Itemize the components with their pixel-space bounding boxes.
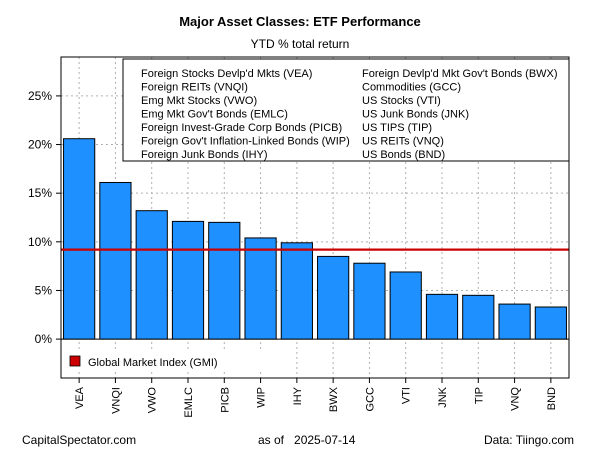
chart-title: Major Asset Classes: ETF Performance — [179, 14, 421, 29]
x-tick-label: JNK — [437, 386, 449, 407]
bar-gcc — [353, 262, 386, 340]
y-tick-label: 0% — [35, 332, 53, 346]
x-tick-label: BND — [546, 387, 558, 410]
bar-vnqi — [99, 181, 132, 340]
x-tick-label: VEA — [74, 386, 86, 409]
x-tick-label: VNQI — [110, 387, 122, 414]
footer-source-site: CapitalSpectator.com — [22, 433, 137, 447]
bar-bwx — [317, 255, 350, 340]
bar-ihy — [280, 242, 313, 340]
x-tick-label: IHY — [292, 386, 304, 405]
gmi-legend-swatch — [69, 355, 81, 367]
x-tick-label: VWO — [147, 387, 159, 414]
chart-subtitle: YTD % total return — [250, 37, 350, 51]
footer-date: as of 2025-07-14 — [258, 433, 356, 447]
legend-box — [122, 58, 570, 162]
axes: 0% 5% 10% 15% 20% 25% VEA VNQI VWO EMLC PICB WIP IHY… — [28, 89, 558, 418]
gmi-legend-box — [62, 352, 262, 370]
y-tick-label: 10% — [28, 235, 52, 249]
legend-entry: Foreign Gov't Inflation-Linked Bonds (WI… — [141, 136, 350, 148]
plot-border — [60, 56, 570, 379]
legend-entry: Commodities (GCC) — [362, 82, 461, 94]
legend-entry: Foreign Junk Bonds (IHY) — [141, 149, 268, 161]
bar-vea — [63, 138, 96, 340]
bar-tip — [462, 294, 495, 340]
bar-emlc — [171, 220, 205, 340]
bar-wip — [244, 237, 277, 340]
x-tick-label: PICB — [219, 387, 231, 413]
x-tick-label: BWX — [328, 386, 340, 412]
legend-entry: US Stocks (VTI) — [362, 95, 441, 107]
legend-entry: US Bonds (BND) — [362, 149, 445, 161]
bar-jnk — [425, 293, 459, 340]
legend-entry: Foreign REITs (VNQI) — [141, 82, 248, 94]
x-tick-label: EMLC — [183, 387, 195, 418]
x-tick-label: VNQ — [510, 387, 522, 411]
legend-entry: Foreign Stocks Devlp'd Mkts (VEA) — [141, 68, 312, 80]
x-tick-label: WIP — [256, 387, 268, 408]
legend-entry: Foreign Devlp'd Mkt Gov't Bonds (BWX) — [362, 68, 558, 80]
legend-entry: Foreign Invest-Grade Corp Bonds (PICB) — [141, 122, 342, 134]
y-tick-label: 5% — [35, 283, 53, 297]
x-tick-label: TIP — [473, 387, 485, 404]
legend-entry: Emg Mkt Stocks (VWO) — [141, 95, 257, 107]
legend: Foreign Stocks Devlp'd Mkts (VEA) Foreign… — [62, 58, 570, 370]
bar-bnd — [534, 306, 567, 340]
x-tick-label: GCC — [364, 387, 376, 412]
y-tick-label: 25% — [28, 89, 52, 103]
bar-vwo — [135, 210, 168, 340]
legend-entry: US REITs (VNQ) — [362, 136, 444, 148]
x-tick-label: VTI — [401, 387, 413, 404]
y-tick-label: 15% — [28, 186, 52, 200]
bar-vti — [389, 271, 422, 340]
bar-vnq — [498, 303, 531, 340]
legend-entry: Emg Mkt Gov't Bonds (EMLC) — [141, 109, 288, 121]
legend-entry: US TIPS (TIP) — [362, 122, 432, 134]
footer-data-source: Data: Tiingo.com — [483, 433, 574, 447]
bars — [63, 138, 567, 340]
bar-picb — [208, 221, 241, 340]
gmi-legend-label: Global Market Index (GMI) — [88, 357, 218, 369]
legend-entry: US Junk Bonds (JNK) — [362, 109, 469, 121]
y-tick-label: 20% — [28, 138, 52, 152]
